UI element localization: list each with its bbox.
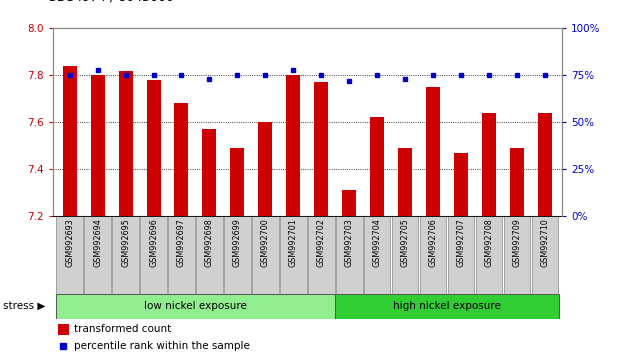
Text: GSM992706: GSM992706	[429, 218, 438, 267]
Bar	[230, 148, 245, 216]
Text: GSM992710: GSM992710	[541, 218, 550, 267]
Bar	[63, 66, 76, 216]
Bar	[286, 75, 301, 216]
Bar	[455, 153, 468, 216]
Bar	[119, 70, 132, 216]
Bar	[112, 216, 138, 294]
Text: GSM992693: GSM992693	[65, 218, 74, 267]
Bar	[57, 216, 83, 294]
Bar	[308, 216, 335, 294]
Bar	[147, 80, 160, 216]
Bar	[168, 216, 194, 294]
Text: GSM992702: GSM992702	[317, 218, 326, 267]
Text: GSM992705: GSM992705	[401, 218, 410, 267]
Text: GDS4974 / 8043666: GDS4974 / 8043666	[47, 0, 173, 4]
Text: GSM992703: GSM992703	[345, 218, 354, 267]
Text: transformed count: transformed count	[74, 324, 171, 334]
Text: GSM992697: GSM992697	[177, 218, 186, 267]
Bar	[370, 118, 384, 216]
Bar	[398, 148, 412, 216]
Bar	[258, 122, 273, 216]
Text: GSM992698: GSM992698	[205, 218, 214, 267]
Bar	[532, 216, 558, 294]
Text: GSM992708: GSM992708	[485, 218, 494, 267]
Text: GSM992694: GSM992694	[93, 218, 102, 267]
Text: GSM992699: GSM992699	[233, 218, 242, 267]
Text: GSM992701: GSM992701	[289, 218, 298, 267]
Text: percentile rank within the sample: percentile rank within the sample	[74, 341, 250, 351]
Text: high nickel exposure: high nickel exposure	[393, 301, 501, 311]
Bar	[364, 216, 391, 294]
Bar	[140, 216, 166, 294]
Bar	[420, 216, 446, 294]
Bar	[342, 190, 356, 216]
Bar	[335, 294, 559, 319]
Bar	[91, 75, 104, 216]
Text: GSM992700: GSM992700	[261, 218, 270, 267]
Bar	[426, 87, 440, 216]
Text: GSM992704: GSM992704	[373, 218, 382, 267]
Bar	[392, 216, 419, 294]
Bar	[314, 82, 329, 216]
Bar	[448, 216, 474, 294]
Text: GSM992709: GSM992709	[513, 218, 522, 267]
Bar	[336, 216, 363, 294]
Bar	[510, 148, 524, 216]
Text: GSM992696: GSM992696	[149, 218, 158, 267]
Bar	[202, 129, 217, 216]
Bar	[252, 216, 279, 294]
Bar	[196, 216, 222, 294]
Text: GSM992695: GSM992695	[121, 218, 130, 267]
Bar	[175, 103, 189, 216]
Bar	[476, 216, 502, 294]
Bar	[56, 294, 335, 319]
Bar	[280, 216, 307, 294]
Bar	[538, 113, 552, 216]
Text: GSM992707: GSM992707	[457, 218, 466, 267]
Text: low nickel exposure: low nickel exposure	[144, 301, 247, 311]
Bar	[224, 216, 251, 294]
Bar	[483, 113, 496, 216]
Text: stress ▶: stress ▶	[3, 301, 45, 311]
Bar	[504, 216, 530, 294]
Bar	[84, 216, 111, 294]
Bar	[58, 324, 69, 335]
